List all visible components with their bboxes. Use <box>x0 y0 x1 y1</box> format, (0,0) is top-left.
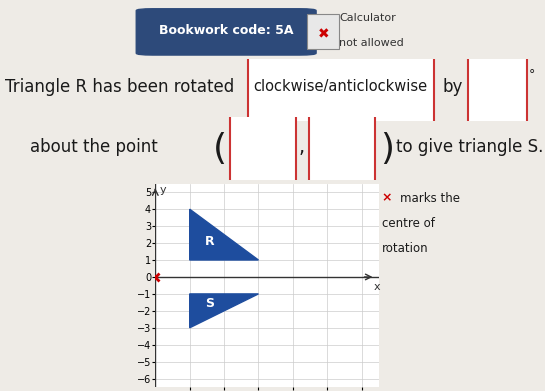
Text: not allowed: not allowed <box>339 38 404 48</box>
Text: marks the: marks the <box>401 192 461 204</box>
Text: ): ) <box>380 132 394 165</box>
Polygon shape <box>190 209 258 260</box>
Text: y: y <box>160 185 166 195</box>
FancyBboxPatch shape <box>136 9 316 55</box>
FancyBboxPatch shape <box>308 93 374 205</box>
Text: to give triangle S.: to give triangle S. <box>396 138 543 156</box>
Text: S: S <box>205 297 214 310</box>
Text: about the point: about the point <box>30 138 158 156</box>
FancyBboxPatch shape <box>307 14 339 49</box>
Text: clockwise/anticlockwise: clockwise/anticlockwise <box>253 79 428 94</box>
Text: °: ° <box>529 68 535 81</box>
Text: (: ( <box>213 132 227 165</box>
FancyBboxPatch shape <box>468 38 526 145</box>
Text: ✖: ✖ <box>317 27 329 41</box>
Text: centre of: centre of <box>382 217 434 230</box>
Text: rotation: rotation <box>382 242 428 255</box>
Text: R: R <box>205 235 215 248</box>
FancyBboxPatch shape <box>229 93 295 205</box>
Text: x: x <box>374 282 380 292</box>
FancyBboxPatch shape <box>247 38 433 145</box>
Text: Triangle R has been rotated: Triangle R has been rotated <box>5 78 234 96</box>
Text: ×: × <box>382 192 392 204</box>
Text: Bookwork code: 5A: Bookwork code: 5A <box>159 23 293 36</box>
Text: by: by <box>442 78 462 96</box>
Polygon shape <box>190 294 258 328</box>
Text: ,: , <box>299 138 305 157</box>
Text: Calculator: Calculator <box>339 13 396 23</box>
